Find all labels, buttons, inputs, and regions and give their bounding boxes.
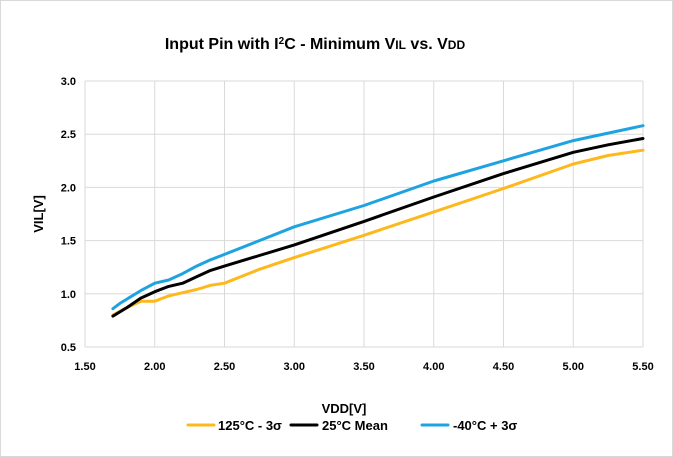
- chart-title-subscript-1: IL: [395, 38, 406, 52]
- x-tick-label: 2.50: [214, 361, 235, 373]
- x-tick-label: 3.50: [353, 361, 374, 373]
- x-tick-label: 4.50: [493, 361, 514, 373]
- series-layer: [111, 124, 645, 318]
- series-line-0: [111, 148, 645, 317]
- legend-label-1: 25°C Mean: [322, 418, 388, 433]
- y-tick-label: 3.0: [61, 76, 76, 88]
- chart-title: Input Pin with I2C - Minimum VIL vs. VDD: [165, 36, 466, 54]
- chart-title-prefix: Input Pin with I: [165, 36, 279, 53]
- series-line-2: [111, 124, 645, 311]
- series-line-1: [111, 137, 645, 318]
- x-tick-label: 4.00: [423, 361, 444, 373]
- x-tick-label: 5.50: [632, 361, 653, 373]
- x-tick-label: 3.00: [284, 361, 305, 373]
- y-tick-label: 1.0: [61, 289, 76, 301]
- legend-label-0: 125°C - 3σ: [218, 418, 282, 433]
- chart-title-middle: vs. V: [406, 36, 448, 53]
- x-axis-label: VDD[V]: [322, 401, 367, 416]
- x-tick-label: 5.00: [563, 361, 584, 373]
- tick-label-layer: 1.50 2.00 2.50 3.00 3.50 4.00 4.50 5.00 5.50 0.5 1…: [61, 76, 654, 373]
- legend-label-2: -40°C + 3σ: [453, 418, 517, 433]
- legend: 125°C - 3σ 25°C Mean -40°C + 3σ: [186, 418, 517, 433]
- y-tick-label: 0.5: [61, 342, 76, 354]
- chart-title-suffix: C - Minimum V: [284, 36, 395, 53]
- chart-title-subscript-2: DD: [448, 38, 466, 52]
- x-tick-label: 1.50: [74, 361, 95, 373]
- y-tick-label: 2.0: [61, 182, 76, 194]
- y-tick-label: 2.5: [61, 129, 76, 141]
- chart-title-superscript: 2: [279, 36, 285, 47]
- y-tick-label: 1.5: [61, 236, 76, 248]
- grid-layer: [84, 80, 644, 348]
- y-axis-label: VIL[V]: [31, 195, 46, 233]
- x-tick-label: 2.00: [144, 361, 165, 373]
